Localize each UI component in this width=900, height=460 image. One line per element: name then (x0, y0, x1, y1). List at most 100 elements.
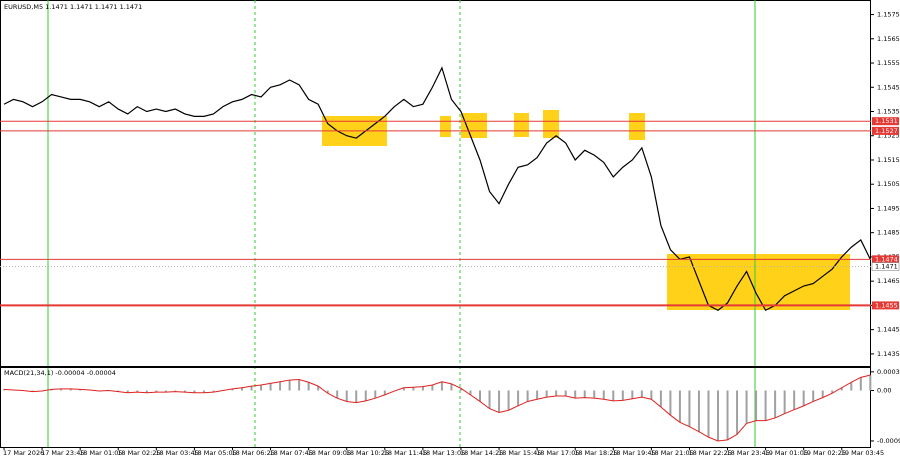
histogram-bar (355, 390, 358, 403)
x-tick-label: 18 Mar 22:25 (688, 449, 731, 457)
histogram-bar (736, 390, 739, 435)
histogram-bar (469, 390, 472, 395)
histogram-bar (183, 390, 186, 393)
histogram-bar (593, 390, 596, 399)
histogram-bar (317, 386, 320, 391)
x-tick-label: 18 Mar 19:45 (612, 449, 655, 457)
histogram-bar (707, 390, 710, 438)
histogram-bar (831, 390, 834, 394)
histogram-bar (697, 390, 700, 432)
histogram-bar (164, 390, 167, 393)
level-label: 1.1455 (875, 301, 898, 309)
histogram-bar (659, 390, 662, 407)
level-label-box (872, 301, 899, 310)
histogram-bar (479, 390, 481, 402)
y-tick-label: 1.1515 (877, 156, 900, 164)
histogram-bar (621, 390, 624, 401)
histogram-bar (669, 390, 672, 416)
zone (629, 113, 645, 140)
histogram-bar (631, 390, 634, 399)
histogram-bar (279, 381, 282, 391)
histogram-bar (602, 390, 605, 400)
histogram-bar (507, 390, 510, 411)
x-tick-label: 18 Mar 21:05 (650, 449, 693, 457)
histogram-bar (850, 382, 853, 391)
histogram-bar (555, 390, 558, 396)
histogram-bar (412, 387, 415, 391)
histogram-bar (79, 389, 82, 391)
histogram-bar (764, 390, 767, 421)
session-lines (47, 0, 756, 447)
x-tick-label: 18 Mar 15:45 (498, 449, 541, 457)
x-tick-label: 18 Mar 18:25 (574, 449, 617, 457)
histogram-bar (583, 390, 586, 398)
histogram-bar (336, 390, 339, 399)
histogram-bar (3, 389, 5, 391)
x-tick-label: 18 Mar 14:25 (460, 449, 503, 457)
histogram-bar (174, 390, 177, 392)
zone (461, 113, 487, 138)
histogram-bar (250, 386, 253, 391)
level-label: 1.1531 (875, 117, 898, 125)
y-tick-label: 1.1565 (877, 35, 900, 43)
x-tick-label: 18 Mar 01:05 (79, 449, 122, 457)
histogram-bar (383, 390, 386, 395)
histogram-bar (288, 380, 291, 391)
histogram-bar (431, 385, 434, 391)
histogram-bar (564, 390, 567, 396)
histogram-bar (364, 390, 367, 401)
zone (440, 116, 451, 137)
y-tick-label: 1.1495 (877, 204, 900, 212)
x-tick-label: 17 Mar 23:45 (41, 449, 84, 457)
price-line (3, 66, 871, 312)
y-tick-label: 1.1465 (877, 277, 900, 285)
histogram-bar (821, 390, 824, 398)
histogram-bar (717, 390, 719, 441)
histogram-bar (212, 390, 215, 393)
x-tick-label: 18 Mar 07:45 (270, 449, 313, 457)
x-tick-label: 18 Mar 11:45 (384, 449, 427, 457)
x-tick-label: 18 Mar 02:25 (117, 449, 160, 457)
y-tick-label: 1.1575 (877, 11, 900, 19)
histogram-bar (202, 390, 205, 393)
x-tick-label: 18 Mar 23:45 (727, 449, 770, 457)
histogram-bar (421, 386, 424, 391)
chart-title: EURUSD,M5 1.1471 1.1471 1.1471 1.1471 (4, 3, 142, 11)
histogram-bar (498, 390, 501, 413)
y-tick-label: -0.00092 (877, 437, 900, 445)
histogram-bar (60, 388, 63, 391)
histogram-bar (574, 390, 577, 399)
histogram-bar (545, 390, 548, 398)
histogram-bar (802, 390, 805, 406)
x-tick-label: 18 Mar 03:45 (155, 449, 198, 457)
histogram-bar (155, 390, 158, 393)
histogram-bar (440, 381, 443, 391)
x-tick-label: 18 Mar 06:25 (231, 449, 274, 457)
y-tick-label: 1.1545 (877, 83, 900, 91)
histogram-bar (126, 390, 129, 393)
x-tick-label: 19 Mar 03:45 (841, 449, 884, 457)
x-tick-label: 18 Mar 10:25 (346, 449, 389, 457)
histogram-bar (374, 390, 377, 399)
zone (514, 113, 529, 137)
level-label: 1.1527 (875, 127, 898, 135)
level-label-box (872, 117, 899, 126)
histogram-bar (193, 390, 196, 393)
histogram-bar (69, 388, 72, 391)
indicator-title: MACD(21,34,1) -0.00004 -0.00004 (4, 369, 116, 377)
histogram-bar (812, 390, 815, 402)
histogram-bar (536, 390, 539, 400)
y-tick-label: 1.1525 (877, 132, 900, 140)
histogram-bar (402, 387, 405, 391)
current-price-box (871, 262, 900, 271)
y-tick-label: 1.1435 (877, 350, 900, 358)
y-tick-label: 1.1505 (877, 180, 900, 188)
level-label-box (872, 126, 899, 135)
histogram-bar (326, 390, 329, 394)
x-tick-label: 18 Mar 05:05 (193, 449, 236, 457)
zone (543, 110, 559, 138)
histogram-bar (726, 390, 729, 440)
level-label-box (872, 255, 899, 264)
y-tick-label: 1.1485 (877, 229, 900, 237)
y-tick-label: 1.1555 (877, 59, 900, 67)
